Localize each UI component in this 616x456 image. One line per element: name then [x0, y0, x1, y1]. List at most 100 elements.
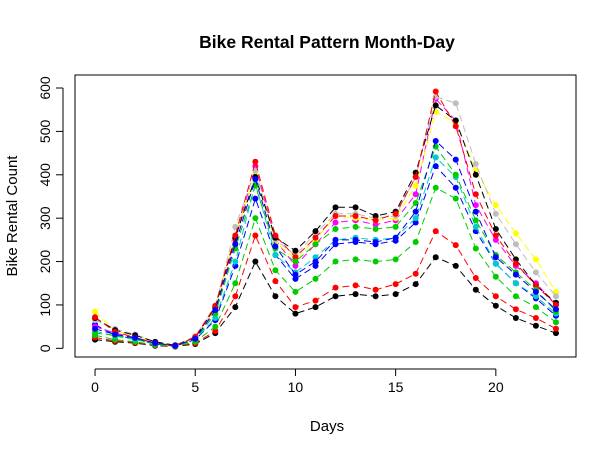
data-point — [352, 223, 359, 230]
data-point — [312, 241, 319, 248]
data-point — [312, 275, 319, 282]
data-point — [452, 195, 459, 202]
y-axis: 0 100 200 300 400 500 600 — [37, 76, 64, 352]
data-point — [492, 202, 499, 209]
data-point — [232, 293, 239, 300]
data-point — [392, 210, 399, 217]
x-axis: 0 5 10 15 20 — [91, 368, 504, 395]
data-point — [472, 202, 479, 209]
data-point — [372, 226, 379, 233]
data-point — [272, 252, 279, 259]
data-point — [492, 210, 499, 217]
data-point — [432, 102, 439, 109]
data-point — [412, 191, 419, 198]
data-point — [332, 284, 339, 291]
data-point — [532, 282, 539, 289]
series-line — [94, 104, 557, 346]
data-point — [292, 304, 299, 311]
data-point — [372, 258, 379, 265]
data-point — [392, 234, 399, 241]
data-point — [472, 223, 479, 230]
data-point — [252, 176, 259, 183]
data-point — [512, 293, 519, 300]
data-point — [432, 163, 439, 170]
data-point — [252, 232, 259, 239]
data-point — [412, 182, 419, 189]
series-line — [94, 97, 557, 347]
data-point — [412, 169, 419, 176]
data-point — [392, 291, 399, 298]
data-point — [392, 256, 399, 263]
data-point — [312, 304, 319, 311]
data-point — [372, 213, 379, 219]
data-point — [412, 281, 419, 288]
data-point — [272, 243, 279, 250]
data-point — [312, 258, 319, 265]
data-point — [532, 288, 539, 295]
series-5 — [92, 154, 559, 350]
series-6 — [92, 95, 559, 349]
x-axis-label: Days — [310, 418, 344, 435]
data-point — [132, 334, 139, 341]
data-point — [412, 199, 419, 206]
data-point — [272, 278, 279, 285]
data-point — [432, 228, 439, 235]
data-point — [512, 280, 519, 287]
data-point — [352, 204, 359, 211]
y-axis-label: Bike Rental Count — [4, 155, 21, 277]
data-point — [472, 286, 479, 293]
data-point — [452, 171, 459, 178]
y-tick-label: 400 — [37, 163, 53, 187]
data-point — [412, 219, 419, 226]
series-1 — [92, 254, 559, 350]
data-point — [432, 154, 439, 161]
data-point — [312, 262, 319, 269]
series-7 — [92, 108, 559, 349]
x-tick-label: 0 — [91, 379, 99, 395]
x-tick-label: 10 — [288, 379, 304, 395]
data-point — [292, 254, 299, 261]
data-point — [512, 241, 519, 248]
series-9 — [92, 102, 559, 349]
data-point — [172, 342, 179, 349]
data-point — [232, 241, 239, 248]
data-point — [372, 217, 379, 224]
data-point — [372, 293, 379, 300]
x-tick-label: 5 — [191, 379, 199, 395]
data-point — [472, 217, 479, 224]
data-point — [372, 286, 379, 293]
x-tick-label: 15 — [388, 379, 404, 395]
series-line — [94, 156, 557, 347]
data-point — [332, 258, 339, 265]
data-point — [152, 340, 159, 347]
data-point — [472, 160, 479, 167]
data-point — [452, 156, 459, 163]
data-point — [492, 293, 499, 300]
series-8 — [92, 93, 559, 349]
data-point — [232, 258, 239, 265]
plot-frame — [74, 74, 577, 358]
data-point — [532, 314, 539, 321]
data-point — [432, 254, 439, 261]
data-point — [232, 304, 239, 311]
data-point — [412, 215, 419, 222]
data-point — [372, 221, 379, 228]
data-point — [392, 223, 399, 230]
data-point — [552, 288, 559, 295]
data-point — [512, 314, 519, 321]
data-point — [372, 239, 379, 246]
data-point — [472, 275, 479, 282]
data-point — [552, 325, 559, 332]
data-point — [252, 215, 259, 222]
data-point — [232, 232, 239, 239]
data-point — [512, 230, 519, 237]
data-point — [412, 208, 419, 215]
series-layer — [92, 88, 559, 350]
data-point — [532, 293, 539, 300]
series-line — [94, 96, 557, 346]
data-point — [552, 306, 559, 313]
data-point — [492, 302, 499, 309]
data-point — [532, 304, 539, 311]
data-point — [312, 234, 319, 241]
data-point — [432, 88, 439, 95]
